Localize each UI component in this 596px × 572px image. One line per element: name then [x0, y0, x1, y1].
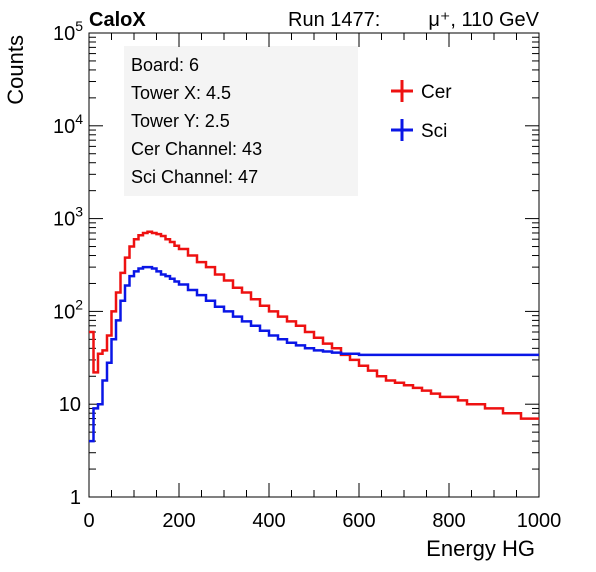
- x-axis-title: Energy HG: [426, 536, 535, 561]
- y-axis-title: Counts: [3, 35, 28, 105]
- info-box-background: [124, 46, 358, 196]
- experiment-label: CaloX: [89, 9, 146, 31]
- legend: Cer Sci: [391, 80, 452, 142]
- info-line: Board: 6: [131, 55, 199, 75]
- x-tick-label: 0: [83, 510, 94, 532]
- y-tick-label: 104: [53, 111, 83, 138]
- x-tick-label: 200: [162, 510, 195, 532]
- axis-ticks: [88, 32, 540, 498]
- info-line: Tower Y: 2.5: [131, 111, 230, 131]
- axis-tick-labels: 0 200 400 600 800 1000 1 10 102 103 104 105: [53, 18, 561, 532]
- particle-label: μ⁺, 110 GeV: [428, 9, 539, 31]
- x-tick-label: 600: [342, 510, 375, 532]
- legend-entry-cer: Cer: [391, 80, 452, 103]
- legend-label-sci: Sci: [421, 121, 447, 142]
- y-tick-label: 102: [53, 296, 83, 323]
- legend-entry-sci: Sci: [391, 119, 447, 142]
- info-box: Board: 6 Tower X: 4.5 Tower Y: 2.5 Cer Chan…: [131, 55, 262, 187]
- y-tick-label: 1: [70, 487, 81, 509]
- y-tick-label: 103: [53, 204, 83, 231]
- run-label: Run 1477:: [288, 9, 380, 31]
- x-tick-label: 800: [432, 510, 465, 532]
- info-line: Cer Channel: 43: [131, 139, 262, 159]
- series-layer: [88, 230, 540, 443]
- x-tick-label: 1000: [517, 510, 562, 532]
- series-line-cer: [89, 230, 539, 420]
- x-tick-label: 400: [252, 510, 285, 532]
- y-tick-label: 105: [53, 18, 83, 45]
- info-line: Sci Channel: 47: [131, 167, 258, 187]
- info-line: Tower X: 4.5: [131, 83, 231, 103]
- legend-label-cer: Cer: [421, 82, 452, 103]
- y-tick-label: 10: [59, 394, 81, 416]
- series-line-sci: [89, 265, 539, 443]
